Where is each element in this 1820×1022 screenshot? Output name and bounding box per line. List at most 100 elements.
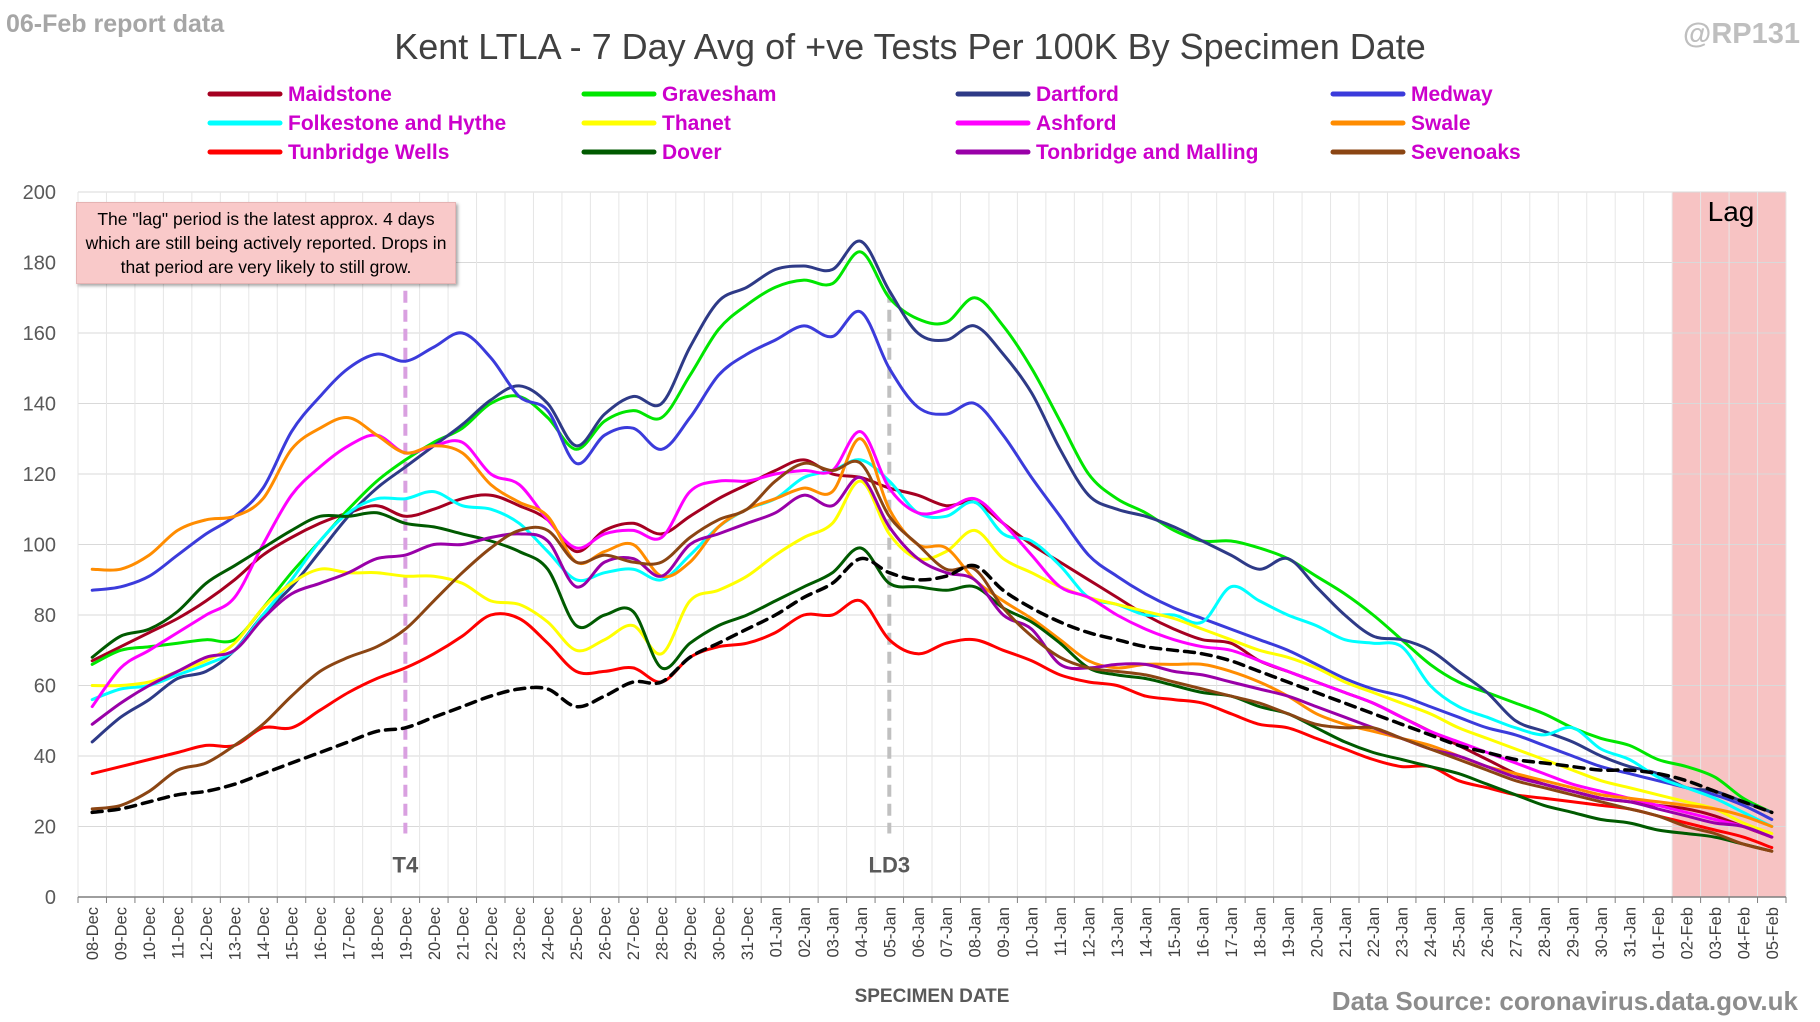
x-tick-label: 11-Dec <box>170 907 188 959</box>
series-line-tunbridge-wells <box>90 598 1774 850</box>
x-tick-label: 24-Dec <box>540 907 558 960</box>
series-line-average <box>90 556 1774 815</box>
x-tick-label: 31-Jan <box>1621 907 1639 957</box>
x-tick-label: 09-Jan <box>995 907 1013 957</box>
x-tick-label: 28-Jan <box>1536 907 1554 957</box>
x-tick-label: 26-Jan <box>1479 907 1497 957</box>
legend-label: Swale <box>1411 112 1471 135</box>
x-tick-label: 05-Feb <box>1764 907 1782 959</box>
x-tick-label: 06-Jan <box>910 907 928 957</box>
legend-item: Gravesham <box>581 83 776 106</box>
legend-item: Dover <box>581 141 722 164</box>
x-tick-label: 01-Feb <box>1650 907 1668 959</box>
x-tick-label: 10-Dec <box>141 907 159 960</box>
x-tick-label: 05-Jan <box>881 907 899 957</box>
y-tick-label: 100 <box>23 535 56 557</box>
x-tick-label: 11-Jan <box>1052 907 1070 956</box>
y-tick-label: 160 <box>23 323 56 345</box>
legend-item: Swale <box>1330 112 1471 135</box>
x-tick-label: 18-Jan <box>1251 907 1269 957</box>
x-tick-label: 19-Dec <box>397 907 415 960</box>
x-tick-label: 24-Jan <box>1422 907 1440 957</box>
y-tick-label: 120 <box>23 464 56 486</box>
legend-item: Folkestone and Hythe <box>207 112 506 135</box>
series-line-folkestone-and-hythe <box>90 458 1774 828</box>
x-tick-label: 08-Dec <box>84 907 102 960</box>
x-tick-label: 30-Dec <box>711 907 729 960</box>
legend-label: Tonbridge and Malling <box>1036 141 1258 164</box>
x-tick-label: 15-Dec <box>284 907 302 960</box>
marker-label: LD3 <box>869 852 911 877</box>
x-tick-label: 13-Jan <box>1109 907 1127 957</box>
series-lines <box>90 239 1774 853</box>
x-tick-label: 27-Jan <box>1508 907 1526 957</box>
x-tick-label: 26-Dec <box>597 907 615 960</box>
x-tick-label: 13-Dec <box>227 907 245 960</box>
x-tick-label: 16-Dec <box>312 907 330 960</box>
legend-item: Maidstone <box>207 83 392 106</box>
legend-label: Dartford <box>1036 83 1119 106</box>
legend-item: Sevenoaks <box>1330 141 1521 164</box>
legend-label: Dover <box>662 141 722 164</box>
x-tick-label: 04-Feb <box>1735 907 1753 959</box>
legend-label: Maidstone <box>288 83 392 106</box>
x-tick-label: 22-Dec <box>483 907 501 960</box>
x-tick-label: 12-Jan <box>1081 907 1099 957</box>
y-tick-label: 60 <box>34 676 56 698</box>
x-tick-label: 07-Jan <box>938 907 956 957</box>
y-tick-label: 80 <box>34 605 56 627</box>
chart-title: Kent LTLA - 7 Day Avg of +ve Tests Per 1… <box>394 26 1426 67</box>
legend-label: Gravesham <box>662 83 776 106</box>
series-line-dover <box>90 511 1774 853</box>
legend-label: Tunbridge Wells <box>288 141 449 164</box>
x-tick-label: 20-Dec <box>426 907 444 960</box>
x-tick-label: 29-Jan <box>1565 907 1583 957</box>
x-tick-label: 29-Dec <box>682 907 700 960</box>
x-tick-label: 18-Dec <box>369 907 387 960</box>
series-line-dartford <box>90 239 1774 814</box>
y-tick-label: 40 <box>34 746 56 768</box>
x-tick-label: 03-Jan <box>824 907 842 957</box>
x-tick-label: 20-Jan <box>1308 907 1326 957</box>
x-tick-label: 28-Dec <box>654 907 672 960</box>
x-tick-label: 12-Dec <box>198 907 216 960</box>
x-tick-label: 27-Dec <box>625 907 643 960</box>
legend-item: Ashford <box>955 112 1117 135</box>
legend-item: Thanet <box>581 112 731 135</box>
series-line-sevenoaks <box>90 459 1774 853</box>
x-tick-label: 25-Dec <box>568 907 586 960</box>
legend-item: Tonbridge and Malling <box>955 141 1258 164</box>
x-axis-label: SPECIMEN DATE <box>855 986 1010 1007</box>
x-tick-label: 02-Jan <box>796 907 814 957</box>
author-handle: @RP131 <box>1683 18 1800 50</box>
axes: 0 20 40 60 80 100 120 140 160 180 200 08-Dec 09-Dec 1… <box>23 182 1787 1007</box>
x-tick-label: 30-Jan <box>1593 907 1611 957</box>
x-tick-label: 25-Jan <box>1451 907 1469 957</box>
x-tick-label: 21-Dec <box>454 907 472 960</box>
x-tick-label: 10-Jan <box>1024 907 1042 957</box>
x-tick-label: 23-Dec <box>511 907 529 960</box>
x-tick-label: 03-Feb <box>1707 907 1725 959</box>
y-tick-label: 0 <box>45 887 56 909</box>
x-tick-label: 17-Jan <box>1223 907 1241 957</box>
x-tick-label: 15-Jan <box>1166 907 1184 957</box>
legend-label: Ashford <box>1036 112 1117 135</box>
x-tick-label: 31-Dec <box>739 907 757 960</box>
y-tick-label: 180 <box>23 253 56 275</box>
legend-item: Tunbridge Wells <box>207 141 449 164</box>
y-tick-label: 20 <box>34 817 56 839</box>
x-tick-label: 08-Jan <box>967 907 985 957</box>
legend-item: Dartford <box>955 83 1119 106</box>
x-tick-label: 01-Jan <box>767 907 785 957</box>
legend: Maidstone Gravesham Dartford Medway Folkesto… <box>207 83 1521 164</box>
x-tick-label: 09-Dec <box>113 907 131 960</box>
x-tick-label: 14-Jan <box>1138 907 1156 957</box>
x-tick-label: 17-Dec <box>340 907 358 960</box>
y-tick-label: 140 <box>23 394 56 416</box>
x-tick-label: 02-Feb <box>1678 907 1696 959</box>
legend-label: Folkestone and Hythe <box>288 112 506 135</box>
x-tick-label: 16-Jan <box>1194 907 1212 957</box>
legend-label: Sevenoaks <box>1411 141 1521 164</box>
